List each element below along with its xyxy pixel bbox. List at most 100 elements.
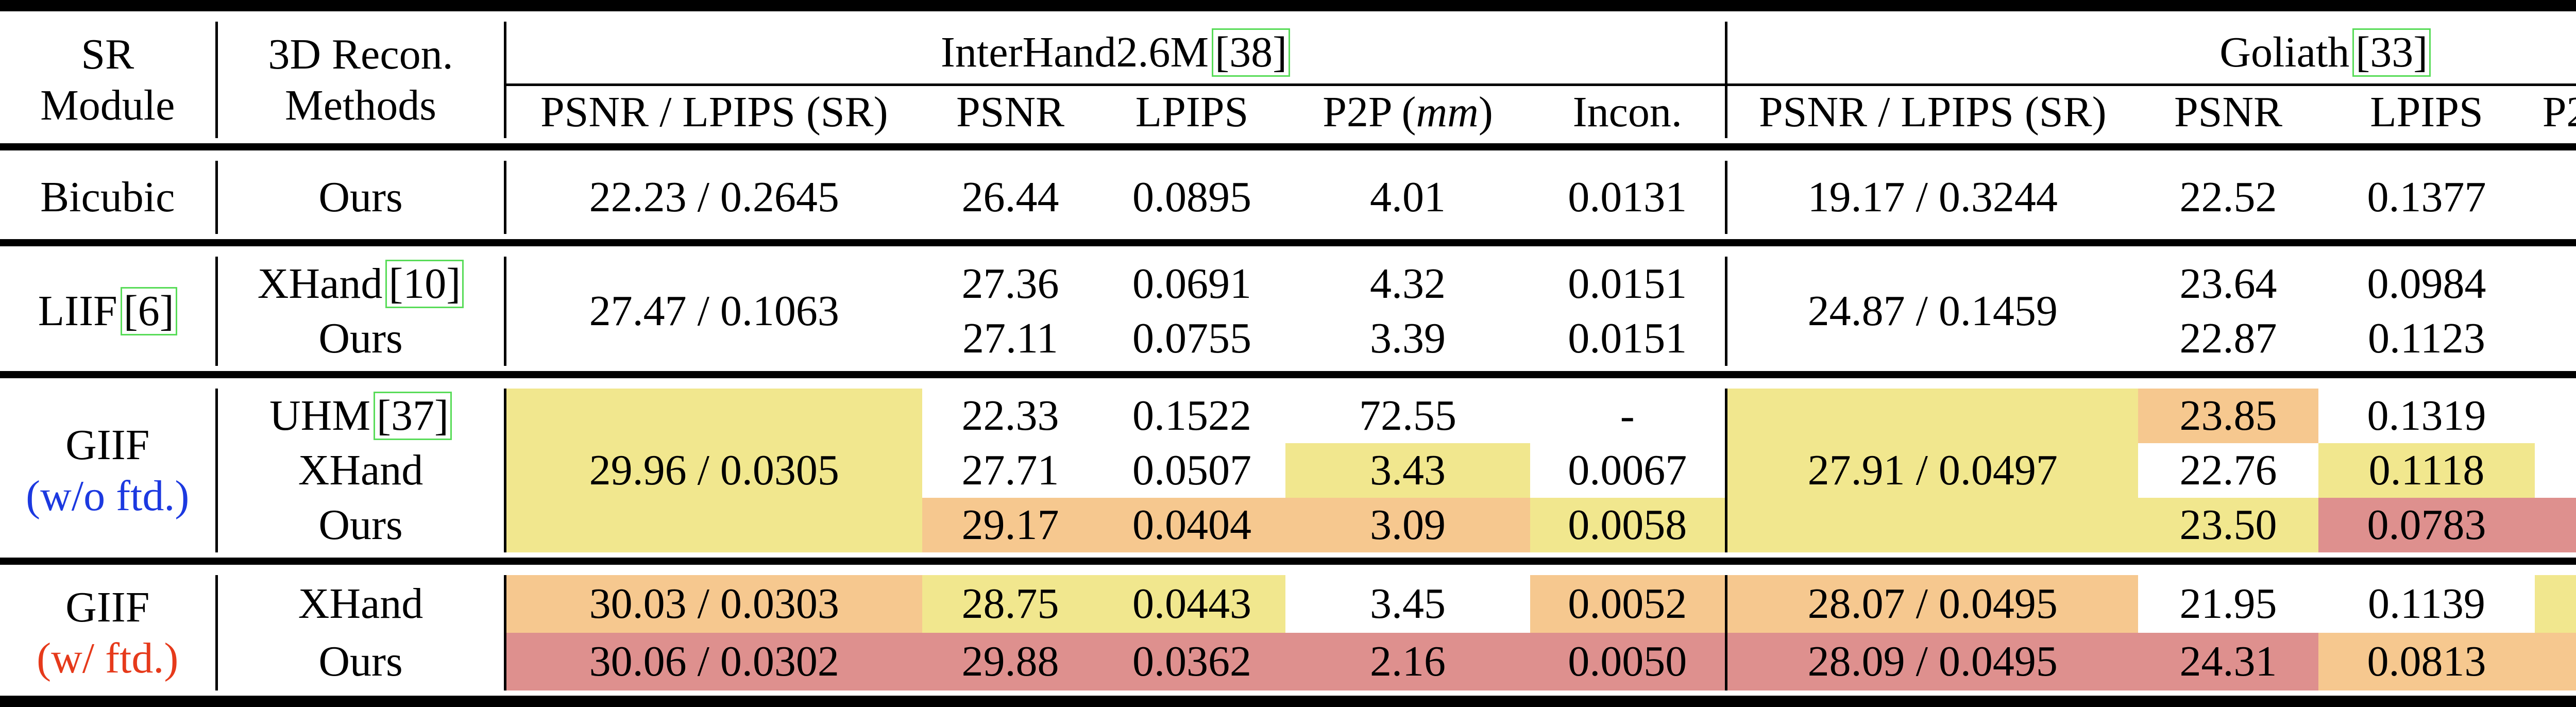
cell-bicubic-ih-lpips: 0.0895 — [1132, 173, 1251, 222]
cell-liif-xhand-gol-lpips: 0.0984 — [2367, 260, 2486, 308]
header-sr-module-line2: Module — [40, 81, 175, 129]
cell-bicubic-ih-incon: 0.0131 — [1530, 161, 1727, 234]
cell-bicubic-gol-psnr: 22.52 — [2179, 173, 2277, 222]
cell-giif-wo-gol-sr: 27.91 / 0.0497 — [1726, 389, 2138, 552]
subheader-gol-p2p: P2P (mm) — [2535, 83, 2576, 138]
citation-link-38[interactable]: [38] — [1212, 28, 1291, 77]
module-giif-w-line1: GIIF — [65, 583, 150, 631]
cell-giif-w-xhand-gol-lpips: 0.1139 — [2368, 580, 2485, 628]
row-giif-wo-xhand: XHand 27.71 0.0507 3.43 0.0067 22.76 0.1… — [0, 443, 2576, 498]
header-recon-line1: 3D Recon. — [268, 30, 453, 78]
subheader-gol-lpips: LPIPS — [2318, 83, 2535, 138]
method-liif-xhand-label: XHand — [257, 260, 383, 308]
cell-giif-wo-ours-ih-p2p: 3.09 — [1285, 498, 1530, 552]
ih-p2p-unit: mm — [1416, 88, 1479, 136]
subheader-gol-sr: PSNR / LPIPS (SR) — [1726, 83, 2138, 138]
header-recon-line2: Methods — [285, 81, 436, 129]
method-liif-xhand: XHand [10] — [216, 257, 506, 311]
cell-giif-w-ours-gol-sr: 28.09 / 0.0495 — [1726, 633, 2138, 691]
cell-giif-w-ours-gol-p2p: 3.50 — [2535, 633, 2576, 691]
group-rule-2-line — [0, 366, 2576, 389]
header-row-datasets: SR Module 3D Recon. Methods InterHand2.6… — [0, 22, 2576, 138]
row-liif-ours: Ours 27.11 0.0755 3.39 0.0151 22.87 0.11… — [0, 311, 2576, 366]
cell-giif-wo-uhm-ih-p2p: 72.55 — [1359, 392, 1456, 440]
header-row-subcolumns: PSNR / LPIPS (SR) PSNR LPIPS P2P (mm) In… — [0, 83, 2576, 138]
cell-giif-wo-ours-gol-p2p: 3.49 — [2535, 498, 2576, 552]
cell-giif-w-xhand-gol-sr: 28.07 / 0.0495 — [1726, 575, 2138, 633]
cell-liif-ih-sr: 27.47 / 0.1063 — [589, 287, 839, 335]
cell-giif-w-ours-ih-incon: 0.0050 — [1530, 633, 1727, 691]
cell-giif-w-ours-ih-sr: 30.06 / 0.0302 — [505, 633, 922, 691]
module-giif-wo: GIIF (w/o ftd.) — [0, 389, 218, 552]
cell-giif-wo-ours-ih-lpips: 0.0404 — [1098, 498, 1285, 552]
cell-bicubic-gol-sr: 19.17 / 0.3244 — [1807, 173, 2058, 222]
ih-p2p-suffix: ) — [1478, 88, 1493, 136]
row-giif-w-ours: Ours 30.06 / 0.0302 29.88 0.0362 2.16 0.… — [0, 633, 2576, 691]
cell-giif-wo-ours-gol-psnr: 23.50 — [2138, 498, 2318, 552]
cell-giif-wo-xhand-ih-p2p: 3.43 — [1285, 443, 1530, 498]
citation-link-37[interactable]: [37] — [374, 392, 452, 441]
bottom-rule-line — [0, 691, 2576, 707]
cell-giif-wo-xhand-gol-psnr: 22.76 — [2179, 446, 2277, 495]
cell-liif-ours-gol-psnr: 22.87 — [2179, 314, 2277, 363]
cell-giif-wo-ours-ih-incon: 0.0058 — [1530, 498, 1727, 552]
cell-liif-gol-sr: 24.87 / 0.1459 — [1807, 287, 2058, 335]
subheader-ih-sr: PSNR / LPIPS (SR) — [505, 83, 922, 138]
module-liif-label: LIIF — [38, 287, 117, 335]
gol-p2p-prefix: P2P ( — [2542, 88, 2576, 136]
cell-giif-w-ours-gol-psnr: 24.31 — [2138, 633, 2318, 691]
row-giif-w-xhand: GIIF (w/ ftd.) XHand 30.03 / 0.0303 28.7… — [0, 575, 2576, 691]
cell-giif-wo-xhand-ih-lpips: 0.0507 — [1132, 446, 1251, 495]
cell-liif-xhand-ih-p2p: 4.32 — [1370, 260, 1446, 308]
header-body-rule — [0, 138, 2576, 161]
cell-liif-xhand-gol-psnr: 23.64 — [2179, 260, 2277, 308]
cell-giif-w-xhand-gol-psnr: 21.95 — [2179, 580, 2277, 628]
cell-liif-ours-gol-lpips: 0.1123 — [2368, 314, 2485, 363]
header-body-rule-line — [0, 138, 2576, 161]
dataset-goliath-label: Goliath — [2219, 28, 2350, 77]
citation-link-6[interactable]: [6] — [120, 287, 177, 336]
cell-liif-xhand-ih-incon: 0.0151 — [1530, 257, 1727, 311]
method-giif-w-ours: Ours — [216, 633, 506, 691]
module-giif-wo-line1: GIIF — [65, 420, 150, 469]
citation-link-33[interactable]: [33] — [2352, 28, 2431, 77]
cell-liif-ours-ih-incon: 0.0151 — [1530, 311, 1727, 366]
cell-giif-w-ours-ih-p2p: 2.16 — [1285, 633, 1530, 691]
citation-link-10[interactable]: [10] — [385, 260, 464, 309]
cell-giif-wo-ih-sr: 29.96 / 0.0305 — [505, 389, 922, 552]
method-giif-wo-ours: Ours — [216, 498, 506, 552]
cell-giif-w-xhand-ih-lpips: 0.0443 — [1098, 575, 1285, 633]
group-rule-2 — [0, 366, 2576, 389]
cell-bicubic-gol-p2p: 5.80 — [2535, 161, 2576, 234]
cell-giif-wo-ours-gol-lpips: 0.0783 — [2318, 498, 2535, 552]
subheader-gol-psnr: PSNR — [2138, 83, 2318, 138]
group-rule-3-line — [0, 552, 2576, 575]
cell-liif-xhand-ih-lpips: 0.0691 — [1132, 260, 1251, 308]
module-giif-w: GIIF (w/ ftd.) — [0, 575, 218, 691]
row-giif-wo-ours: Ours 29.17 0.0404 3.09 0.0058 23.50 0.07… — [0, 498, 2576, 552]
cell-giif-wo-xhand-gol-lpips: 0.1118 — [2318, 443, 2535, 498]
cell-giif-w-xhand-ih-psnr: 28.75 — [922, 575, 1098, 633]
header-dataset-interhand: InterHand2.6M [38] — [505, 22, 1727, 85]
cell-giif-wo-uhm-gol-lpips: 0.1319 — [2367, 392, 2486, 440]
cell-liif-ours-gol-p2p: 4.12 — [2535, 311, 2576, 366]
dataset-interhand-label: InterHand2.6M — [940, 28, 1209, 77]
cell-giif-wo-uhm-gol-p2p: 24.29 — [2535, 389, 2576, 443]
header-sr-module: SR Module — [0, 22, 218, 138]
subheader-ih-psnr: PSNR — [922, 83, 1098, 138]
top-rule-line — [0, 0, 2576, 22]
cell-giif-w-ours-gol-lpips: 0.0813 — [2318, 633, 2535, 691]
module-bicubic: Bicubic — [0, 161, 218, 234]
cell-bicubic-ih-psnr: 26.44 — [961, 173, 1059, 222]
cell-giif-w-xhand-ih-incon: 0.0052 — [1530, 575, 1727, 633]
method-giif-wo-uhm-label: UHM — [269, 392, 371, 440]
group-rule-1 — [0, 234, 2576, 257]
cell-giif-wo-uhm-ih-psnr: 22.33 — [961, 392, 1059, 440]
method-giif-wo-uhm: UHM [37] — [216, 389, 506, 443]
cell-giif-wo-xhand-gol-p2p: 3.70 — [2535, 443, 2576, 498]
cell-liif-ours-ih-psnr: 27.11 — [962, 314, 1058, 363]
method-giif-wo-xhand: XHand — [216, 443, 506, 498]
group-rule-3 — [0, 552, 2576, 575]
top-rule — [0, 0, 2576, 22]
cell-giif-wo-xhand-ih-psnr: 27.71 — [961, 446, 1059, 495]
